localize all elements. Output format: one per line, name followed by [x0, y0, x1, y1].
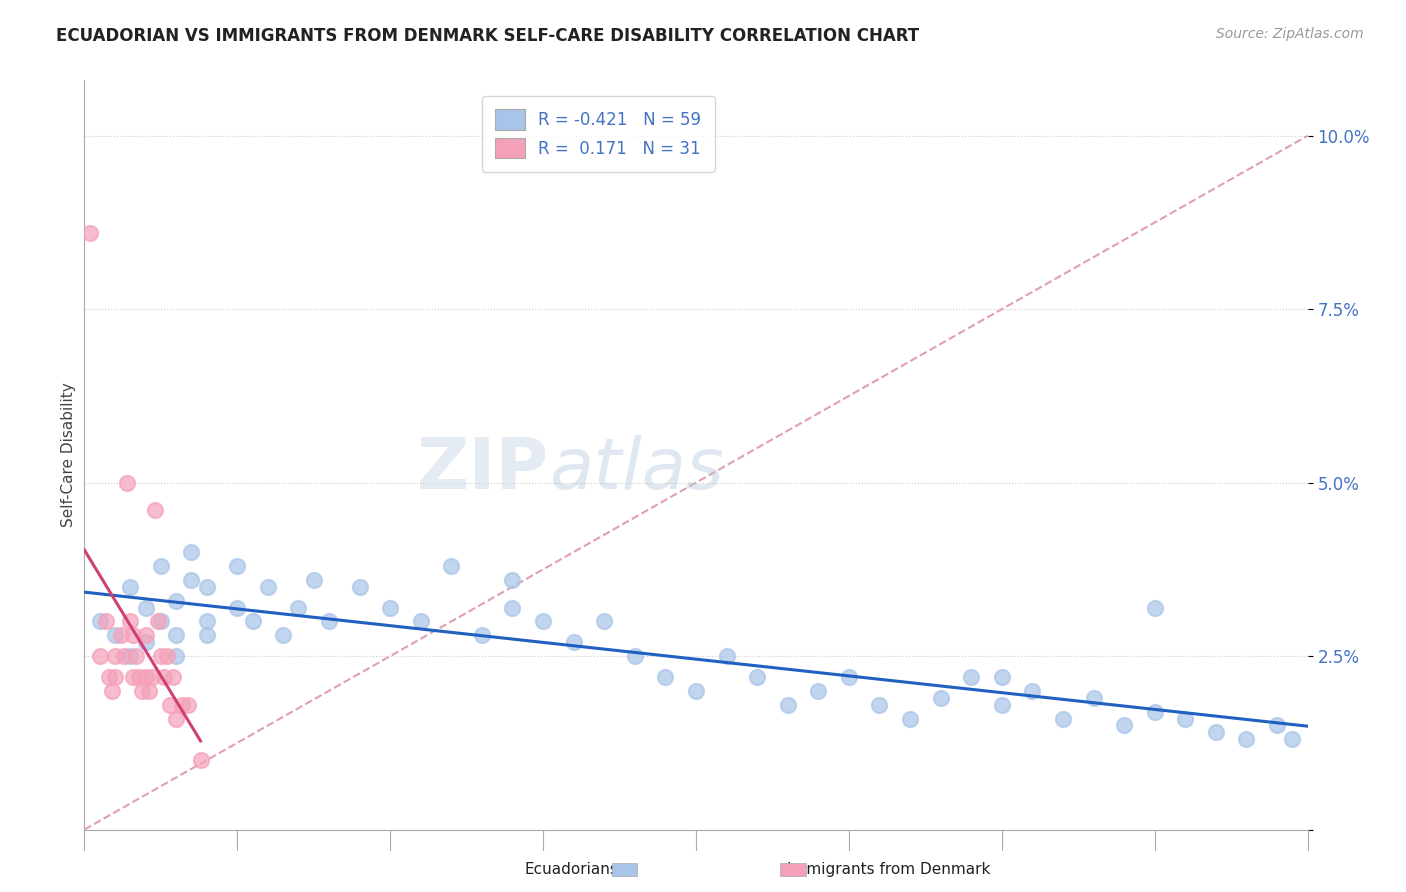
Point [89, 615, 111, 629]
Point [141, 670, 163, 684]
Point [153, 670, 176, 684]
Point [593, 615, 616, 629]
Point [1052, 712, 1074, 726]
Point [135, 635, 157, 649]
Point [562, 635, 585, 649]
Point [165, 712, 187, 726]
Point [195, 580, 218, 594]
Point [149, 649, 172, 664]
Point [120, 580, 142, 594]
Point [1021, 683, 1043, 698]
Point [177, 698, 200, 712]
Point [440, 558, 463, 573]
Point [128, 670, 150, 684]
Point [1265, 718, 1288, 732]
Point [898, 712, 921, 726]
Point [138, 683, 160, 698]
Point [162, 670, 184, 684]
Point [149, 615, 172, 629]
Text: ECUADORIAN VS IMMIGRANTS FROM DENMARK SELF-CARE DISABILITY CORRELATION CHART: ECUADORIAN VS IMMIGRANTS FROM DENMARK SE… [56, 27, 920, 45]
Point [110, 628, 132, 642]
Point [195, 615, 218, 629]
Point [159, 698, 181, 712]
Point [991, 698, 1014, 712]
Point [122, 670, 145, 684]
Point [143, 503, 166, 517]
Point [131, 683, 153, 698]
Point [125, 649, 148, 664]
Point [89, 649, 111, 664]
Point [120, 615, 142, 629]
Point [112, 649, 135, 664]
Point [146, 615, 169, 629]
Point [180, 545, 202, 559]
Point [165, 628, 187, 642]
Point [380, 600, 402, 615]
Text: Immigrants from Denmark: Immigrants from Denmark [787, 863, 991, 877]
Point [349, 580, 371, 594]
Point [654, 670, 676, 684]
Point [190, 753, 212, 767]
Point [172, 698, 194, 712]
Text: Source: ZipAtlas.com: Source: ZipAtlas.com [1216, 27, 1364, 41]
Point [226, 600, 249, 615]
Point [1114, 718, 1136, 732]
Point [149, 558, 172, 573]
Point [531, 615, 554, 629]
Point [195, 628, 218, 642]
Point [94, 615, 117, 629]
Point [165, 593, 187, 607]
Point [271, 628, 294, 642]
Point [135, 600, 157, 615]
Point [302, 573, 325, 587]
Point [104, 649, 127, 664]
Point [318, 615, 340, 629]
Point [1281, 732, 1303, 747]
Point [135, 670, 157, 684]
Point [79, 226, 101, 240]
Point [929, 690, 952, 705]
Point [807, 683, 830, 698]
Point [1205, 725, 1227, 739]
Point [991, 670, 1014, 684]
Point [101, 683, 124, 698]
Point [869, 698, 891, 712]
Point [156, 649, 179, 664]
Point [104, 670, 127, 684]
Point [242, 615, 264, 629]
Point [838, 670, 860, 684]
Point [122, 628, 145, 642]
Point [960, 670, 983, 684]
Legend: R = -0.421   N = 59, R =  0.171   N = 31: R = -0.421 N = 59, R = 0.171 N = 31 [482, 96, 714, 172]
Point [776, 698, 799, 712]
Text: atlas: atlas [550, 435, 724, 504]
Point [685, 683, 707, 698]
Text: Ecuadorians: Ecuadorians [524, 863, 619, 877]
Point [226, 558, 249, 573]
Point [716, 649, 738, 664]
Point [104, 628, 127, 642]
Point [287, 600, 309, 615]
Point [135, 628, 157, 642]
Point [1083, 690, 1105, 705]
Point [471, 628, 494, 642]
Point [165, 649, 187, 664]
Point [1174, 712, 1197, 726]
Point [747, 670, 769, 684]
Point [257, 580, 280, 594]
Text: ZIP: ZIP [418, 435, 550, 504]
Point [97, 670, 120, 684]
Point [120, 649, 142, 664]
Point [502, 573, 524, 587]
Point [115, 475, 138, 490]
Point [1236, 732, 1258, 747]
Point [1143, 705, 1166, 719]
Point [502, 600, 524, 615]
Point [180, 573, 202, 587]
Point [624, 649, 647, 664]
Point [1143, 600, 1166, 615]
Y-axis label: Self-Care Disability: Self-Care Disability [60, 383, 76, 527]
Point [409, 615, 432, 629]
